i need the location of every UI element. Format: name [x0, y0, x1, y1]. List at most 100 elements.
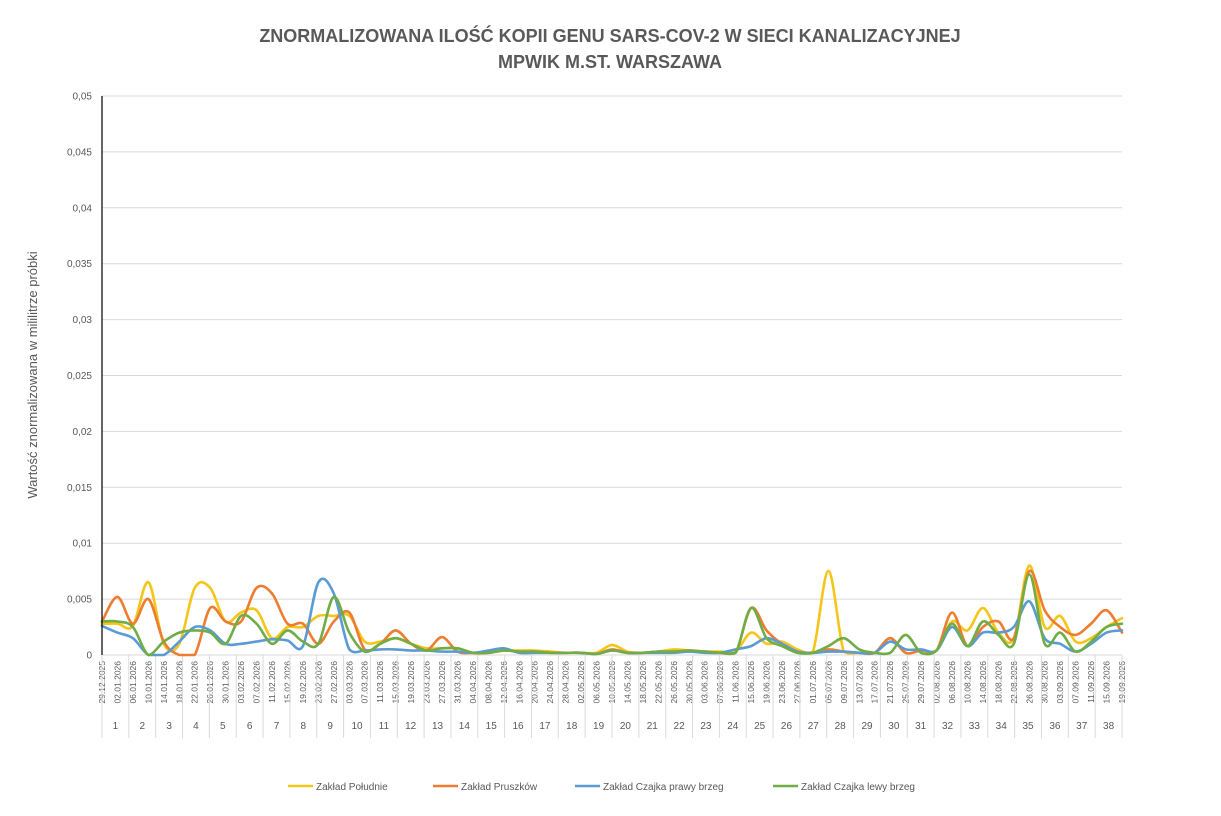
x-tick-label: 06.05.2026 — [592, 661, 602, 704]
x-tick-label: 26.08.2026 — [1024, 661, 1034, 704]
x-tick-label: 31.03.2026 — [452, 661, 462, 704]
x-tick-label: 01.07.2026 — [808, 661, 818, 704]
week-label: 36 — [1049, 721, 1061, 732]
week-label: 19 — [593, 721, 605, 732]
week-label: 5 — [220, 721, 226, 732]
x-tick-label: 11.06.2026 — [731, 661, 741, 703]
x-tick-label: 15.02.2026 — [282, 661, 292, 704]
x-tick-label: 10.08.2026 — [962, 661, 972, 704]
x-tick-label: 19.03.2026 — [406, 661, 416, 704]
y-tick-label: 0,02 — [73, 427, 93, 438]
week-axis: 1 2 3 4 5 6 7 8 9 10 11 12 13 14 15 16 17 18 19 20 21 22 23 24 2… — [101, 655, 1123, 738]
week-label: 15 — [486, 721, 498, 732]
week-label: 21 — [647, 721, 659, 732]
y-tick-label: 0,005 — [67, 595, 92, 606]
legend-label: Zakład Czajka lewy brzeg — [801, 782, 915, 793]
x-tick-label: 16.04.2026 — [514, 661, 524, 704]
x-tick-label: 20.04.2026 — [530, 661, 540, 704]
x-tick-label: 15.03.2026 — [391, 661, 401, 704]
week-label: 3 — [166, 721, 172, 732]
x-tick-label: 21.07.2026 — [885, 661, 895, 704]
x-tick-label: 25.07.2026 — [901, 661, 911, 704]
x-tick-label: 14.08.2026 — [978, 661, 988, 704]
week-label: 37 — [1076, 721, 1088, 732]
x-tick-label: 04.04.2026 — [468, 661, 478, 704]
x-tick-label: 26.05.2026 — [669, 661, 679, 704]
x-tick-label: 22.05.2026 — [653, 661, 663, 704]
x-tick-label: 08.04.2026 — [483, 661, 493, 704]
x-tick-label: 06.01.2026 — [128, 661, 138, 704]
week-label: 27 — [808, 721, 820, 732]
week-label: 33 — [969, 721, 981, 732]
x-tick-label: 22.01.2026 — [190, 661, 200, 704]
week-label: 12 — [405, 721, 417, 732]
x-tick-label: 27.06.2026 — [792, 661, 802, 704]
x-tick-label: 26.01.2026 — [205, 661, 215, 704]
x-tick-label: 30.01.2026 — [221, 661, 231, 704]
chart-title-line-2: MPWIK M.ST. WARSZAWA — [498, 52, 722, 72]
x-tick-label: 27.02.2026 — [329, 661, 339, 704]
series-lines — [100, 564, 1124, 657]
x-tick-label: 23.02.2026 — [313, 661, 323, 704]
week-label: 6 — [247, 721, 253, 732]
x-tick-label: 18.05.2026 — [638, 661, 648, 704]
week-label: 8 — [301, 721, 307, 732]
legend-label: Zakład Pruszków — [461, 782, 538, 793]
week-label: 34 — [996, 721, 1008, 732]
week-label: 17 — [539, 721, 551, 732]
y-tick-label: 0,045 — [67, 147, 92, 158]
y-tick-label: 0,025 — [67, 371, 92, 382]
week-label: 13 — [432, 721, 444, 732]
week-label: 10 — [351, 721, 363, 732]
x-tick-label: 19.06.2026 — [762, 661, 772, 704]
y-tick-label: 0,035 — [67, 259, 92, 270]
week-label: 35 — [1022, 721, 1034, 732]
x-tick-label: 10.01.2026 — [143, 661, 153, 704]
y-tick-label: 0,03 — [73, 315, 93, 326]
week-label: 7 — [274, 721, 280, 732]
y-tick-label: 0,04 — [73, 203, 93, 214]
y-tick-label: 0,01 — [73, 539, 93, 550]
x-tick-label: 18.08.2026 — [993, 661, 1003, 704]
gridlines — [102, 95, 1122, 656]
y-tick-label: 0,015 — [67, 483, 92, 494]
week-label: 11 — [379, 721, 390, 732]
week-label: 24 — [727, 721, 739, 732]
week-label: 38 — [1103, 721, 1115, 732]
x-tick-label: 17.07.2026 — [870, 661, 880, 704]
week-label: 14 — [459, 721, 471, 732]
x-tick-label: 09.07.2026 — [839, 661, 849, 704]
x-tick-label: 07.02.2026 — [252, 661, 262, 704]
x-tick-label: 03.03.2026 — [344, 661, 354, 704]
week-label: 20 — [620, 721, 632, 732]
week-label: 4 — [193, 721, 199, 732]
y-tick-label: 0,05 — [73, 92, 93, 103]
x-tick-label: 05.07.2026 — [823, 661, 833, 704]
week-label: 26 — [781, 721, 793, 732]
x-tick-label: 23.03.2026 — [422, 661, 432, 704]
x-tick-label: 15.09.2026 — [1102, 661, 1112, 704]
x-tick-label: 23.06.2026 — [777, 661, 787, 704]
x-tick-label: 02.08.2026 — [932, 661, 942, 704]
week-label: 18 — [566, 721, 578, 732]
x-tick-label: 14.05.2026 — [622, 661, 632, 704]
x-tick-label: 27.03.2026 — [437, 661, 447, 704]
x-tick-label: 03.06.2026 — [700, 661, 710, 704]
x-tick-label: 06.08.2026 — [947, 661, 957, 704]
x-tick-label: 11.03.2026 — [375, 661, 385, 703]
y-axis-ticks: 0 0,005 0,01 0,015 0,02 0,025 0,03 0,035 0,04 0,0… — [67, 92, 92, 662]
x-tick-label: 19.02.2026 — [298, 661, 308, 704]
week-label: 23 — [700, 721, 712, 732]
legend-label: Zakład Południe — [316, 782, 388, 793]
chart-title-line-1: ZNORMALIZOWANA ILOŚĆ KOPII GENU SARS-COV… — [259, 25, 960, 46]
x-tick-label: 28.04.2026 — [561, 661, 571, 704]
x-tick-label: 12.04.2026 — [499, 661, 509, 704]
x-tick-label: 11.09.2026 — [1086, 661, 1096, 703]
x-tick-label: 22.08.2026 — [1009, 661, 1019, 704]
legend-label: Zakład Czajka prawy brzeg — [603, 782, 724, 793]
week-label: 22 — [674, 721, 686, 732]
x-tick-label: 29.07.2026 — [916, 661, 926, 704]
week-label: 1 — [113, 721, 119, 732]
week-label: 32 — [942, 721, 954, 732]
